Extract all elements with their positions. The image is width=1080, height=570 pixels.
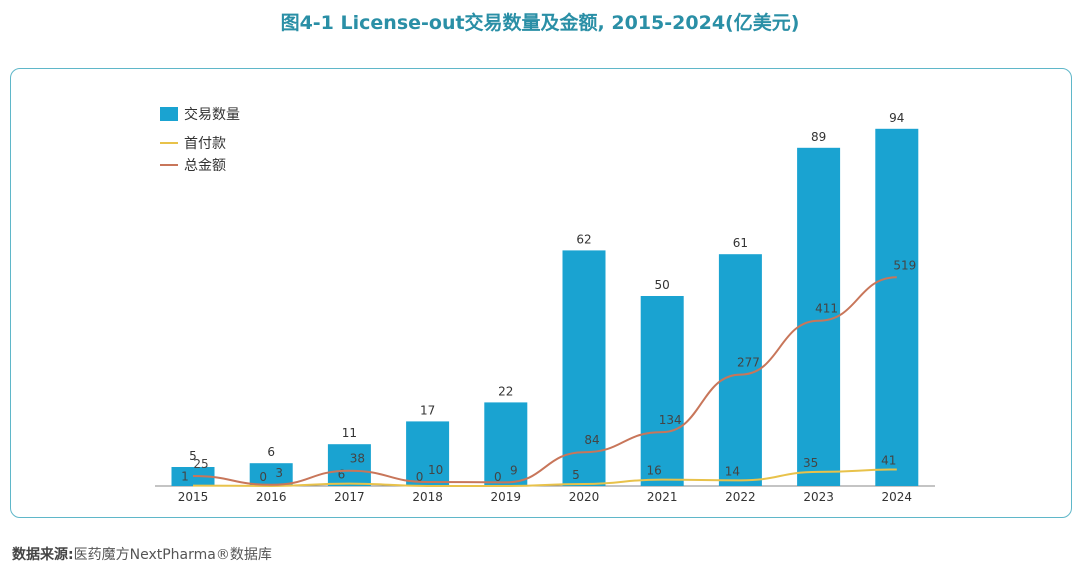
bar-2024	[875, 128, 919, 487]
line-label: 134	[659, 413, 682, 427]
bar-2019	[484, 402, 528, 486]
bar-label: 61	[733, 236, 748, 250]
line-label: 10	[428, 463, 443, 477]
bar-2016	[249, 463, 293, 486]
bar-label: 6	[267, 445, 275, 459]
x-tick-label: 2023	[803, 490, 834, 504]
line-label: 0	[494, 470, 502, 484]
legend-label: 首付款	[184, 136, 226, 152]
line-label: 0	[416, 470, 424, 484]
chart-title: 图4-1 License-out交易数量及金额, 2015-2024(亿美元)	[280, 12, 800, 34]
source-text: 医药魔方NextPharma®数据库	[73, 547, 272, 563]
line-label: 41	[881, 454, 896, 468]
bar-2022	[718, 254, 762, 486]
line-label: 25	[193, 457, 208, 471]
line-label: 5	[572, 468, 580, 482]
x-tick-label: 2024	[882, 490, 913, 504]
line-label: 6	[338, 468, 346, 482]
bar-label: 5	[189, 449, 197, 463]
x-tick-label: 2017	[334, 490, 365, 504]
bar-2017	[327, 444, 371, 486]
bar-label: 11	[342, 426, 357, 440]
chart-card	[10, 68, 1072, 518]
line-label: 519	[893, 258, 916, 272]
line-label: 9	[510, 463, 518, 477]
line-label: 16	[647, 464, 662, 478]
x-tick-label: 2019	[491, 490, 522, 504]
bar-label: 89	[811, 130, 826, 144]
x-tick-label: 2016	[256, 490, 287, 504]
legend-label: 交易数量	[184, 106, 240, 123]
line-label: 35	[803, 456, 818, 470]
line-label: 1	[181, 470, 189, 484]
source-label: 数据来源:	[12, 547, 74, 563]
x-tick-label: 2021	[647, 490, 678, 504]
bar-2023	[797, 147, 841, 487]
line-label: 0	[259, 470, 267, 484]
bar-label: 62	[576, 232, 591, 246]
bar-label: 22	[498, 384, 513, 398]
bar-2021	[640, 296, 684, 486]
line-label: 38	[350, 452, 365, 466]
line-label: 14	[725, 464, 740, 478]
line-总金额	[192, 276, 897, 486]
bar-label: 94	[889, 111, 904, 125]
line-label: 277	[737, 356, 760, 370]
x-tick-label: 2022	[725, 490, 756, 504]
x-tick-label: 2015	[178, 490, 209, 504]
line-label: 3	[275, 466, 283, 480]
bar-2018	[406, 421, 450, 486]
legend-swatch	[160, 107, 178, 121]
bar-label: 17	[420, 403, 435, 417]
legend-label: 总金额	[184, 158, 226, 174]
x-tick-label: 2018	[412, 490, 443, 504]
source-note: 数据来源:医药魔方NextPharma®数据库	[12, 544, 272, 564]
line-首付款	[192, 468, 897, 488]
line-label: 411	[815, 302, 838, 316]
line-label: 84	[584, 433, 599, 447]
bar-2020	[562, 250, 606, 486]
x-tick-label: 2020	[569, 490, 600, 504]
bar-label: 50	[655, 278, 670, 292]
